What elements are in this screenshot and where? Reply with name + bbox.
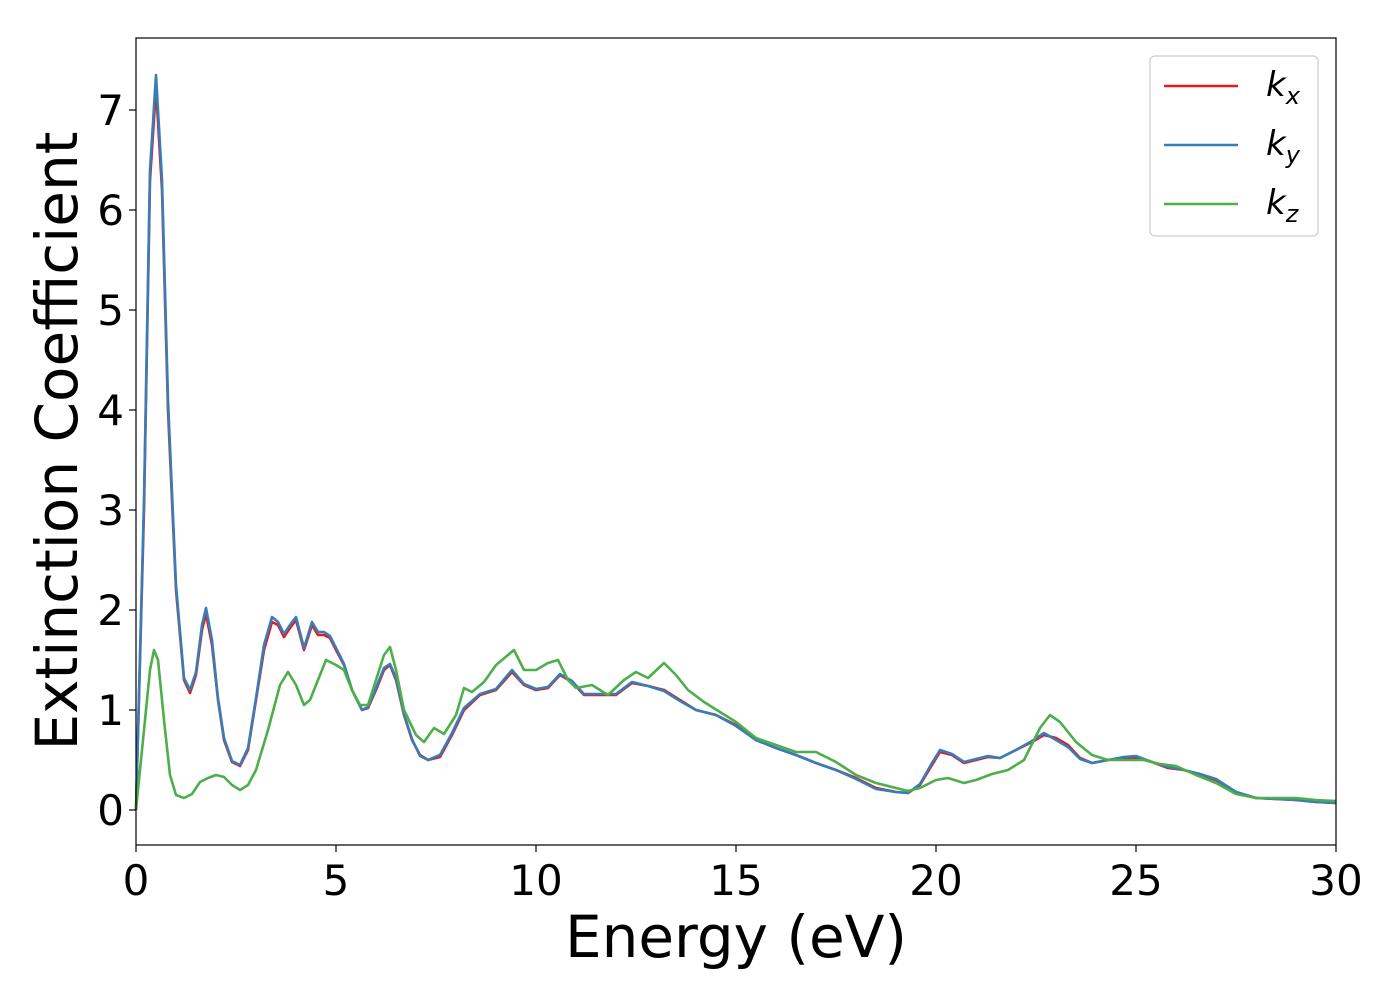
x-tick-label: 0 bbox=[123, 856, 150, 905]
series-layer bbox=[134, 73, 1337, 811]
x-tick-label: 25 bbox=[1109, 856, 1162, 905]
y-axis-label: Extinction Coefficient bbox=[23, 132, 91, 751]
plot-background bbox=[136, 38, 1336, 845]
x-tick-label: 15 bbox=[709, 856, 762, 905]
x-tick-label: 20 bbox=[909, 856, 962, 905]
y-tick-label: 2 bbox=[97, 586, 124, 635]
y-tick-label: 5 bbox=[97, 286, 124, 335]
legend: kx ky kz bbox=[1149, 55, 1319, 237]
x-axis-label: Energy (eV) bbox=[565, 903, 907, 971]
y-tick-label: 1 bbox=[97, 686, 124, 735]
y-tick-label: 0 bbox=[97, 786, 124, 835]
x-tick-label: 10 bbox=[509, 856, 562, 905]
x-tick-label: 30 bbox=[1309, 856, 1362, 905]
x-tick-label: 5 bbox=[323, 856, 350, 905]
legend-label-kz: kz bbox=[1266, 183, 1300, 228]
y-axis: 0 1 2 3 4 5 6 7 bbox=[97, 86, 136, 835]
y-tick-label: 7 bbox=[97, 86, 124, 135]
series-line-kz bbox=[134, 645, 1337, 811]
legend-label-kx: kx bbox=[1266, 65, 1301, 110]
y-tick-label: 6 bbox=[97, 186, 124, 235]
y-tick-label: 3 bbox=[97, 486, 124, 535]
series-line-ky bbox=[134, 73, 1337, 811]
legend-label-ky: ky bbox=[1266, 124, 1301, 169]
y-tick-label: 4 bbox=[97, 386, 124, 435]
x-axis: 0 5 10 15 20 25 30 bbox=[123, 845, 1363, 905]
